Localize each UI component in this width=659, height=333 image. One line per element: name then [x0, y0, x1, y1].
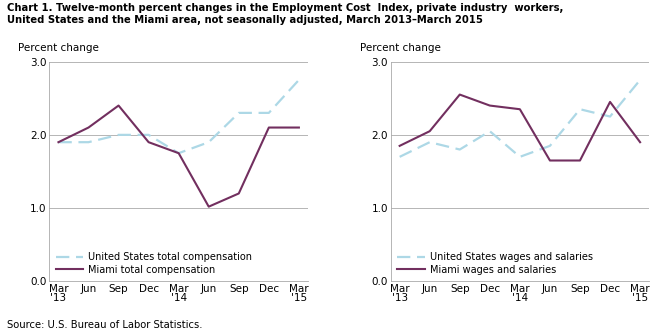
- United States wages and salaries: [636, 78, 644, 82]
- Miami wages and salaries: [456, 93, 464, 97]
- Miami total compensation: [175, 151, 183, 155]
- Miami total compensation: [265, 126, 273, 130]
- Miami wages and salaries: [636, 140, 644, 144]
- United States wages and salaries: [516, 155, 524, 159]
- United States total compensation: [115, 133, 123, 137]
- United States total compensation: [295, 78, 303, 82]
- Miami total compensation: [235, 191, 243, 195]
- Text: Percent change: Percent change: [360, 43, 440, 53]
- Miami wages and salaries: [395, 144, 403, 148]
- Miami wages and salaries: [606, 100, 614, 104]
- Text: Percent change: Percent change: [18, 43, 100, 53]
- Legend: United States wages and salaries, Miami wages and salaries: United States wages and salaries, Miami …: [395, 250, 594, 276]
- Text: Source: U.S. Bureau of Labor Statistics.: Source: U.S. Bureau of Labor Statistics.: [7, 320, 202, 330]
- Miami total compensation: [145, 140, 153, 144]
- United States total compensation: [55, 140, 63, 144]
- United States total compensation: [235, 111, 243, 115]
- Line: Miami total compensation: Miami total compensation: [59, 106, 299, 207]
- United States total compensation: [84, 140, 92, 144]
- Miami wages and salaries: [546, 159, 554, 163]
- United States wages and salaries: [395, 155, 403, 159]
- Miami wages and salaries: [516, 107, 524, 111]
- Miami total compensation: [295, 126, 303, 130]
- United States total compensation: [145, 133, 153, 137]
- Legend: United States total compensation, Miami total compensation: United States total compensation, Miami …: [54, 250, 254, 276]
- United States total compensation: [265, 111, 273, 115]
- Miami wages and salaries: [486, 104, 494, 108]
- United States wages and salaries: [456, 148, 464, 152]
- Line: United States wages and salaries: United States wages and salaries: [399, 80, 640, 157]
- United States wages and salaries: [426, 140, 434, 144]
- United States wages and salaries: [486, 129, 494, 133]
- United States total compensation: [205, 140, 213, 144]
- Miami total compensation: [84, 126, 92, 130]
- United States total compensation: [175, 151, 183, 155]
- Miami total compensation: [115, 104, 123, 108]
- United States wages and salaries: [576, 107, 584, 111]
- Miami wages and salaries: [576, 159, 584, 163]
- Line: United States total compensation: United States total compensation: [59, 80, 299, 153]
- Miami wages and salaries: [426, 129, 434, 133]
- United States wages and salaries: [606, 115, 614, 119]
- Miami total compensation: [55, 140, 63, 144]
- United States wages and salaries: [546, 144, 554, 148]
- Text: Chart 1. Twelve-month percent changes in the Employment Cost  Index, private ind: Chart 1. Twelve-month percent changes in…: [7, 3, 563, 25]
- Miami total compensation: [205, 205, 213, 209]
- Line: Miami wages and salaries: Miami wages and salaries: [399, 95, 640, 161]
